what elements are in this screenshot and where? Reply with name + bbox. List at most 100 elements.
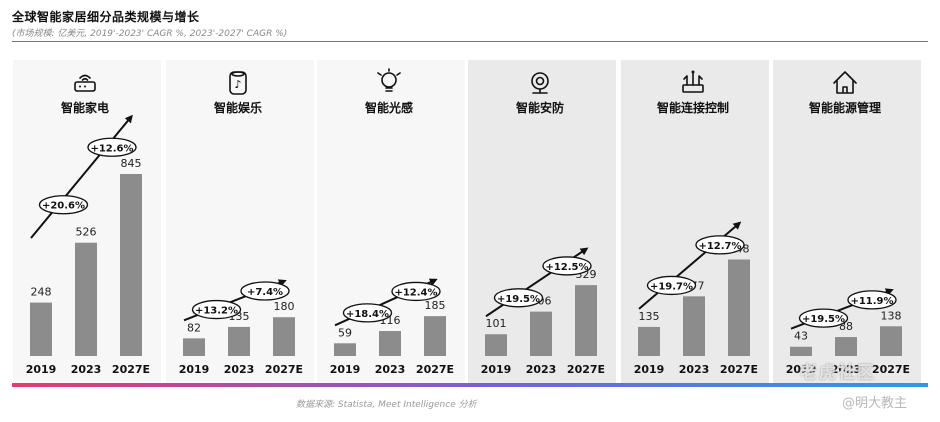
panel-title: 智能光感 — [364, 100, 413, 115]
bar-2023 — [379, 331, 401, 356]
data-label: 526 — [76, 226, 97, 239]
bar-2019 — [30, 302, 52, 356]
bar-2019 — [334, 343, 356, 356]
data-label: 82 — [187, 321, 201, 334]
svg-text:♪: ♪ — [234, 78, 241, 91]
panel-separator — [161, 60, 166, 383]
category-label: 2023 — [375, 363, 406, 376]
bar-2023 — [835, 337, 857, 356]
bar-2019 — [790, 346, 812, 356]
cagr-2023-2027: +7.4% — [247, 287, 283, 298]
category-label: 2027E — [720, 363, 758, 376]
bar-2027E — [273, 317, 295, 356]
cagr-badge — [342, 303, 393, 323]
cagr-badge — [542, 256, 592, 276]
category-label: 2023 — [71, 363, 102, 376]
cagr-badge — [798, 308, 849, 328]
cagr-2023-2027: +12.6% — [90, 143, 133, 154]
panel-title: 智能家电 — [60, 100, 109, 115]
cagr-badge — [493, 288, 544, 308]
cagr-2023-2027: +12.5% — [545, 262, 588, 273]
data-label: 43 — [794, 330, 808, 343]
category-label: 2027E — [872, 363, 910, 376]
data-label: 185 — [425, 299, 446, 312]
bar-2023 — [75, 242, 97, 356]
data-label: 138 — [881, 309, 902, 322]
category-label: 2023 — [224, 363, 255, 376]
category-label: 2027E — [416, 363, 454, 376]
cagr-2023-2027: +12.4% — [394, 287, 437, 298]
camera-icon — [531, 72, 549, 94]
bar-2027E — [728, 259, 750, 356]
bar-2027E — [880, 326, 902, 356]
data-label: 180 — [274, 300, 295, 313]
router-icon — [74, 74, 96, 92]
bar-2023 — [228, 326, 250, 356]
bar-2019 — [485, 334, 507, 356]
cagr-2019-2023: +19.5% — [802, 314, 845, 325]
chart-panel-1: 智能家电 248 2019 526 2023 845 2027E +20.6% +12.6% — [13, 60, 166, 383]
source-note: 数据来源: Statista, Meet Intelligence 分析 — [296, 400, 477, 410]
cagr-badge — [695, 235, 745, 255]
data-label: 101 — [486, 317, 507, 330]
panel-separator — [465, 60, 470, 383]
category-label: 2027E — [265, 363, 303, 376]
cagr-badge — [38, 195, 89, 215]
page-title: 全球智能家居细分品类规模与增长 — [12, 10, 200, 24]
category-label: 2019 — [786, 363, 817, 376]
cagr-2019-2023: +13.2% — [195, 306, 238, 317]
panel-title: 智能连接控制 — [656, 100, 729, 115]
category-label: 2027E — [567, 363, 605, 376]
cagr-badge — [87, 137, 137, 157]
category-label: 2023 — [679, 363, 710, 376]
house-energy-icon — [833, 71, 857, 94]
bar-2027E — [424, 316, 446, 356]
watermark-text: 老虎社区 — [800, 363, 876, 383]
bar-2023 — [530, 311, 552, 356]
cagr-2019-2023: +18.4% — [346, 309, 389, 320]
hub-control-icon — [682, 70, 704, 93]
cagr-badge — [191, 299, 242, 320]
bottom-gradient-bar — [12, 383, 928, 387]
category-label: 2019 — [481, 363, 512, 376]
category-label: 2019 — [26, 363, 57, 376]
watermark-handle: @明大教主 — [842, 396, 908, 411]
panel-title: 智能娱乐 — [213, 100, 262, 115]
title-divider — [12, 41, 928, 42]
cagr-badge — [847, 290, 897, 310]
data-label: 248 — [31, 286, 52, 299]
cagr-badge — [391, 281, 441, 302]
cagr-2023-2027: +11.9% — [850, 296, 893, 307]
cagr-badge — [240, 281, 290, 301]
data-label: 59 — [338, 326, 352, 339]
panel-separator — [921, 60, 926, 383]
category-label: 2023 — [831, 363, 862, 376]
cagr-2019-2023: +19.7% — [650, 281, 693, 292]
lightbulb-icon — [377, 68, 401, 92]
cagr-2023-2027: +12.7% — [698, 241, 741, 252]
category-label: 2019 — [634, 363, 665, 376]
panel-title: 智能能源管理 — [808, 100, 881, 115]
panel-separator — [769, 60, 774, 383]
growth-arrow — [30, 114, 133, 239]
data-label: 135 — [639, 310, 660, 323]
bar-2023 — [683, 296, 705, 356]
category-label: 2023 — [526, 363, 557, 376]
category-label: 2027E — [112, 363, 150, 376]
cagr-badge — [646, 275, 697, 296]
panel-separator — [616, 60, 621, 383]
bar-2027E — [120, 174, 142, 356]
category-label: 2019 — [330, 363, 361, 376]
bar-2019 — [183, 338, 205, 356]
cagr-2019-2023: +19.5% — [497, 294, 540, 305]
panel-separator — [314, 60, 319, 383]
category-label: 2019 — [179, 363, 210, 376]
page-subtitle: (市场规模: 亿美元, 2019'-2023' CAGR %, 2023'-20… — [12, 29, 288, 39]
bar-2027E — [575, 285, 597, 356]
panel-title: 智能安防 — [515, 100, 564, 115]
chart-panel-4: 智能安防101201920620233292027E+19.5%+12.5% — [468, 60, 621, 383]
